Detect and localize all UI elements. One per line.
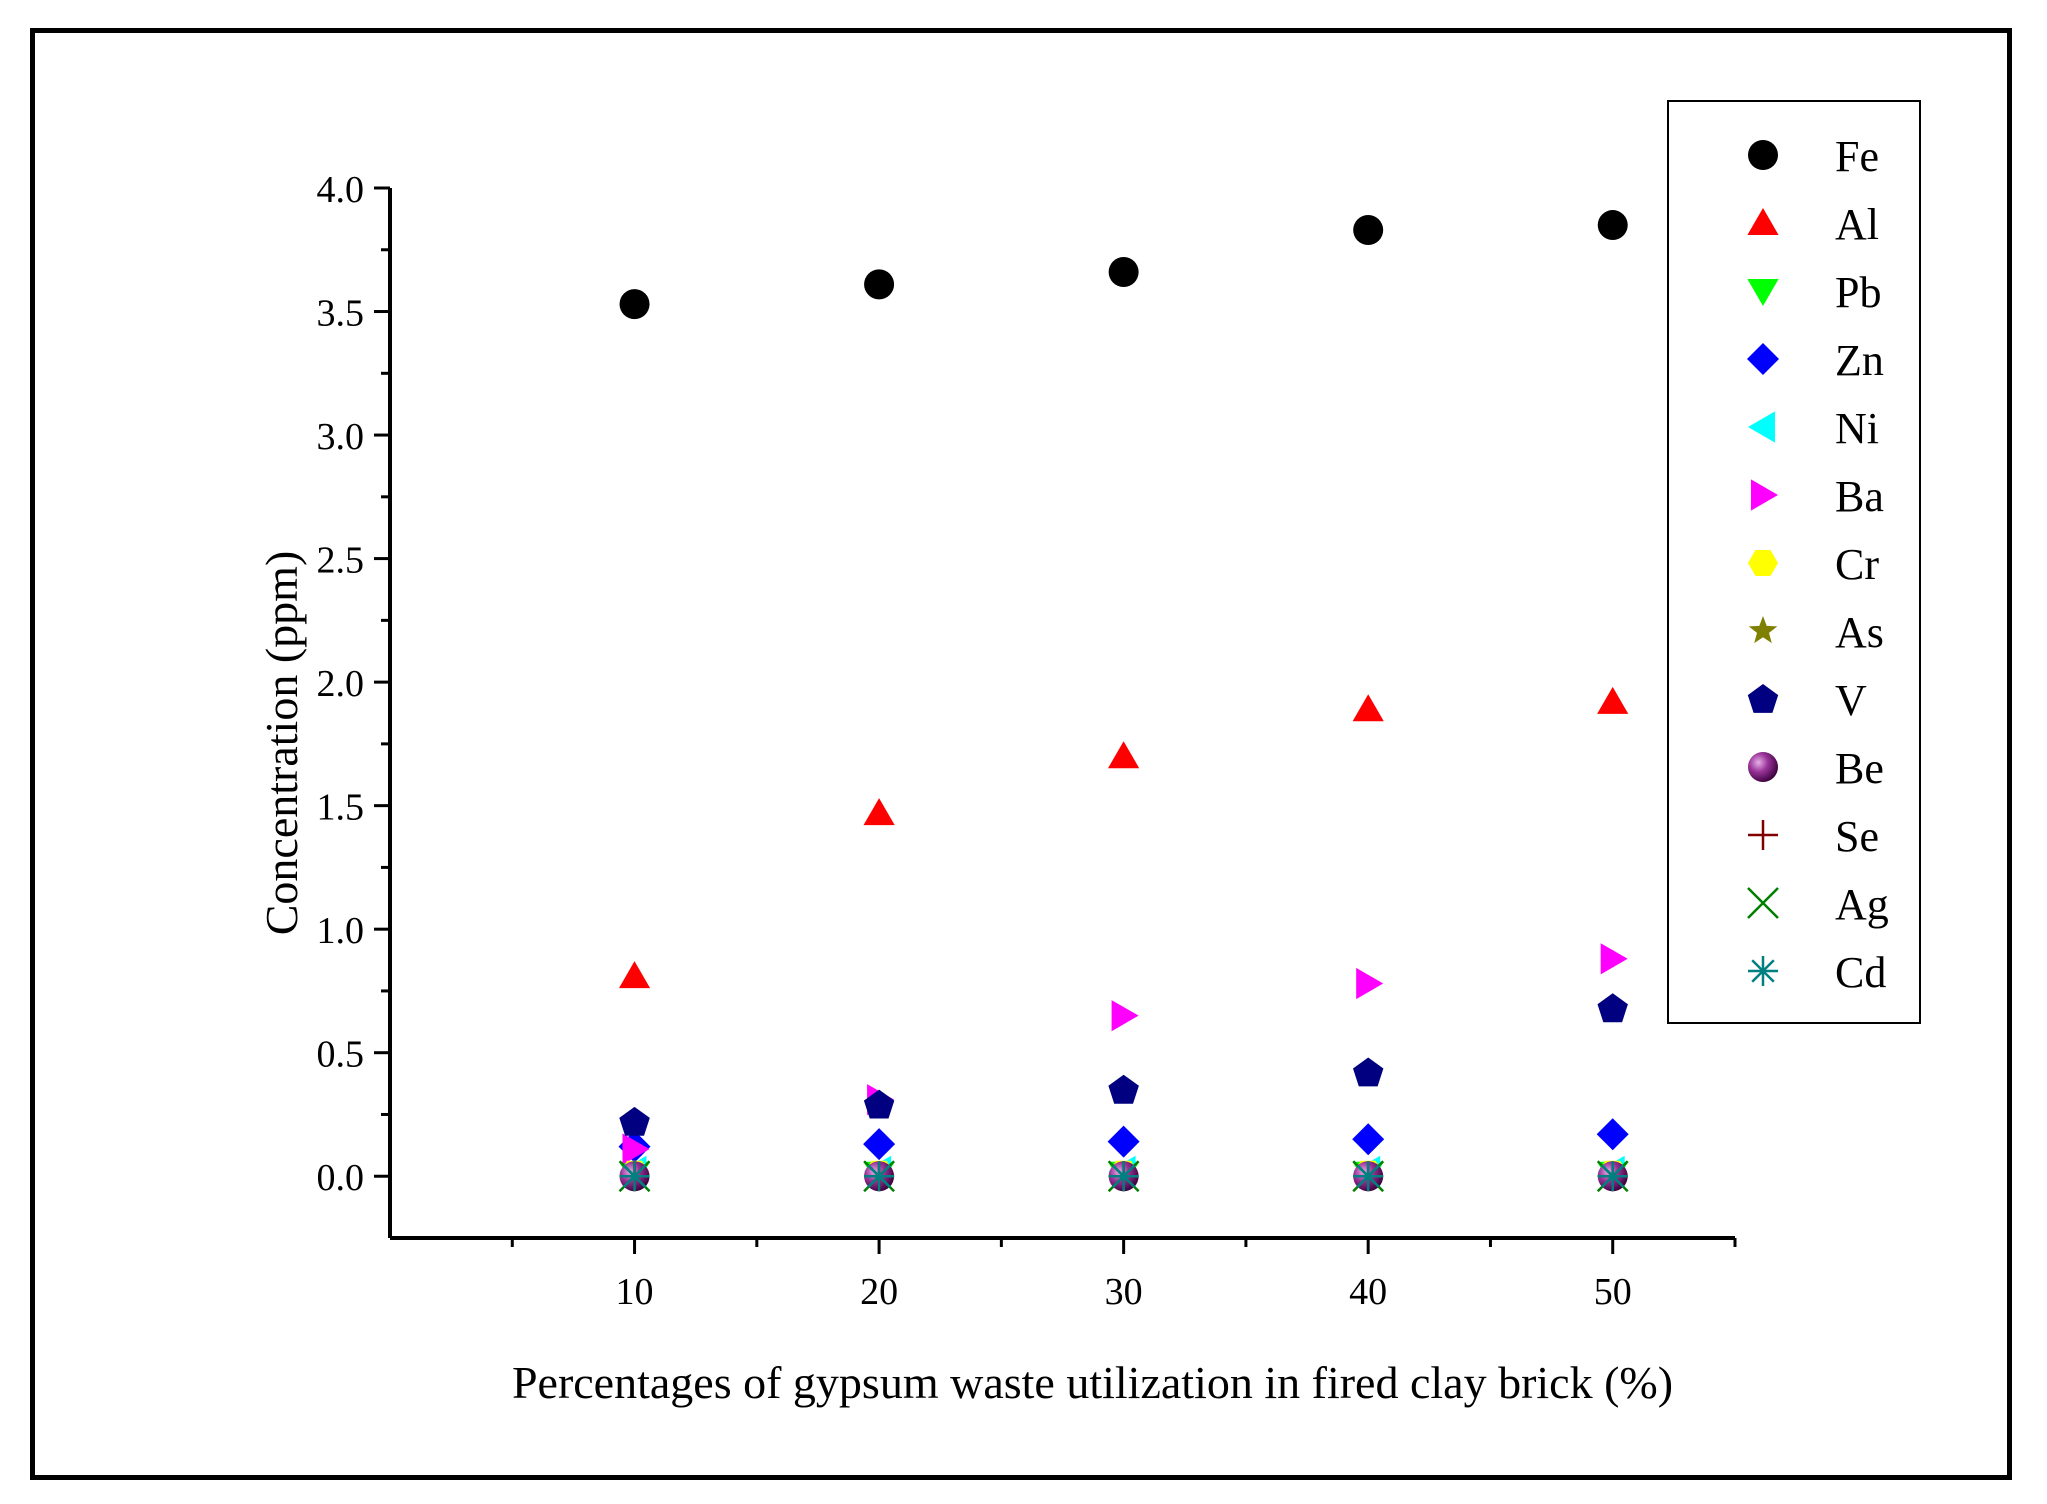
figure-frame: 0.0 0.5 1.0 1.5 2.0 2.5 3.0 3.5 4.0 10 20 30 40 50 Pe… (30, 28, 2012, 1480)
point-v (619, 1106, 650, 1136)
legend-marker-pb (1747, 279, 1779, 306)
point-fe (864, 269, 895, 300)
x-axis-label: Percentages of gypsum waste utilization … (512, 1357, 1673, 1408)
y-tick-label: 2.0 (317, 663, 365, 705)
legend-label: Pb (1835, 268, 1881, 317)
legend-item-al: Al (1747, 200, 1879, 249)
legend-item-be: Be (1748, 744, 1884, 793)
legend-item-v: V (1747, 676, 1867, 725)
point-zn (863, 1128, 896, 1161)
point-v (1108, 1074, 1139, 1104)
legend-marker-as (1748, 616, 1778, 644)
legend-label: Cd (1835, 948, 1886, 997)
point-cd (1108, 1161, 1139, 1192)
legend-label: Be (1835, 744, 1884, 793)
legend-label: Ag (1835, 880, 1889, 929)
point-fe (1597, 210, 1628, 241)
y-axis-label: Concentration (ppm) (256, 551, 307, 936)
legend-marker-ag (1747, 887, 1779, 919)
legend-item-ba: Ba (1751, 472, 1884, 521)
legend-item-fe: Fe (1748, 132, 1879, 181)
legend-label: Zn (1835, 336, 1884, 385)
point-al (1597, 686, 1629, 714)
point-al (619, 961, 651, 989)
point-cd (619, 1161, 650, 1192)
y-tick-label: 2.5 (317, 540, 365, 582)
y-tick-label: 4.0 (317, 169, 365, 211)
legend-item-ni: Ni (1748, 404, 1879, 453)
point-ba (1356, 967, 1384, 1000)
point-ba (1111, 1000, 1139, 1032)
point-fe (1353, 215, 1384, 245)
legend-item-cr: Cr (1748, 540, 1879, 589)
data-points (618, 210, 1629, 1193)
point-v (1353, 1057, 1384, 1087)
point-fe (619, 289, 650, 320)
point-al (863, 798, 895, 826)
y-tick-label: 1.0 (317, 910, 365, 952)
legend-marker-cd (1748, 956, 1778, 986)
point-zn (1596, 1118, 1629, 1151)
point-cd (1597, 1161, 1628, 1192)
legend-marker-al (1747, 208, 1779, 235)
series-cd (619, 1161, 1628, 1192)
point-fe (1108, 257, 1139, 287)
y-tick-label: 3.0 (317, 416, 365, 458)
legend-item-ag: Ag (1747, 880, 1889, 929)
legend-label: As (1835, 608, 1884, 657)
point-cd (1353, 1161, 1384, 1192)
x-tick-label: 10 (616, 1271, 654, 1313)
point-al (1108, 741, 1140, 769)
legend-marker-be (1748, 752, 1778, 782)
scatter-chart: 0.0 0.5 1.0 1.5 2.0 2.5 3.0 3.5 4.0 10 20 30 40 50 Pe… (256, 100, 1921, 1408)
legend-marker-cr (1748, 550, 1778, 576)
point-ba (622, 1133, 650, 1165)
point-v (863, 1089, 895, 1119)
legend-marker-ba (1751, 479, 1778, 511)
x-tick-label: 20 (860, 1271, 898, 1313)
x-tick-label: 50 (1594, 1271, 1632, 1313)
y-tick-label: 0.0 (317, 1157, 365, 1199)
legend-label: Fe (1835, 132, 1879, 181)
legend-label: Ba (1835, 472, 1884, 521)
legend-item-zn: Zn (1747, 336, 1884, 385)
legend-marker-zn (1747, 343, 1779, 375)
legend-item-cd: Cd (1748, 948, 1886, 997)
legend-label: Ni (1835, 404, 1879, 453)
x-tick-label: 40 (1349, 1271, 1387, 1313)
legend-marker-fe (1748, 140, 1778, 170)
point-ba (1600, 943, 1628, 975)
legend-marker-se (1748, 820, 1778, 850)
point-v (1597, 993, 1628, 1023)
legend-box (1667, 100, 1921, 1024)
y-tick-label: 1.5 (317, 787, 365, 829)
series-zn (618, 1118, 1629, 1163)
legend-label: Al (1835, 200, 1879, 249)
y-tick-label: 3.5 (317, 293, 365, 335)
legend-item-pb: Pb (1747, 268, 1881, 317)
point-zn (1352, 1123, 1385, 1156)
series-al (619, 686, 1629, 989)
point-zn (1107, 1125, 1140, 1158)
legend-marker-ni (1748, 411, 1775, 443)
axes: 0.0 0.5 1.0 1.5 2.0 2.5 3.0 3.5 4.0 10 20 30 40 50 (317, 169, 1737, 1313)
series-v (619, 993, 1628, 1136)
legend-label: Se (1835, 812, 1879, 861)
legend-label: Cr (1835, 540, 1879, 589)
legend-item-se: Se (1748, 812, 1879, 861)
x-tick-label: 30 (1105, 1271, 1143, 1313)
legend: Fe Al Pb Zn Ni Ba Cr As V Be Se Ag Cd (1667, 100, 1921, 1024)
legend-marker-v (1747, 684, 1779, 713)
y-tick-label: 0.5 (317, 1034, 365, 1076)
series-fe (619, 210, 1628, 320)
point-cd (864, 1161, 895, 1192)
point-al (1352, 694, 1384, 722)
legend-label: V (1835, 676, 1867, 725)
legend-item-as: As (1748, 608, 1884, 657)
